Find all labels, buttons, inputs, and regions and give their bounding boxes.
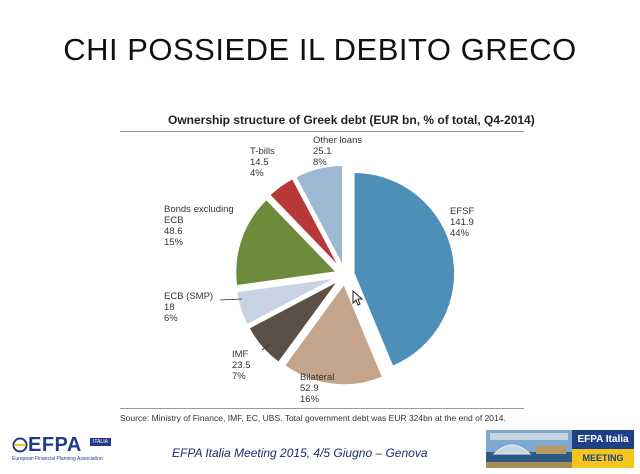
slice-label-6: Other loans 25.1 8% [313,135,362,168]
chart-source: Source: Ministry of Finance, IMF, EC, UB… [120,413,506,423]
slice-label-4: Bonds excluding ECB 48.6 15% [164,204,234,248]
logo-subtitle: European Financial Planning Association [12,456,103,462]
pie-slice-bonds-excluding-ecb [234,198,339,287]
slice-label-0: EFSF 141.9 44% [450,206,474,239]
pie-slice-imf [247,280,339,364]
pie-slice-t-bills [268,177,341,269]
efpa-logo: EFPA ITALIA European Financial Planning … [12,434,132,464]
slide-title: CHI POSSIEDE IL DEBITO GRECO [63,32,577,67]
chart-title: Ownership structure of Greek debt (EUR b… [168,113,535,127]
pie-slice-efsf [353,171,456,368]
pie-slice-other-loans [294,164,344,267]
slice-label-5: T-bills 14.5 4% [250,146,275,179]
leader-line-2 [261,343,271,351]
pie-slice-ecb-smp [235,277,337,326]
pie-slice-bilateral [283,282,384,386]
chart-top-rule [120,131,524,132]
footer-text: EFPA Italia Meeting 2015, 4/5 Giugno – G… [172,446,428,460]
pie-chart: EFSF 141.9 44% Bilateral 52.9 16% IMF 23.5 7% ECB… [164,135,474,405]
meeting-banner: EFPA Italia MEETING 2015 [486,430,634,468]
chart-bottom-rule [120,408,524,409]
banner-photo [486,430,572,468]
banner-title: EFPA Italia [572,430,634,449]
slice-label-2: IMF 23.5 7% [232,349,251,382]
leader-line-3 [219,298,243,301]
slice-label-1: Bilateral 52.9 16% [300,372,334,405]
banner-subtitle: MEETING 2015 [572,449,634,468]
mouse-cursor-icon [352,290,364,306]
slice-label-3: ECB (SMP) 18 6% [164,291,213,324]
logo-tag: ITALIA [90,438,111,446]
efpa-globe-icon [12,437,28,453]
logo-main-text: EFPA [28,434,82,456]
